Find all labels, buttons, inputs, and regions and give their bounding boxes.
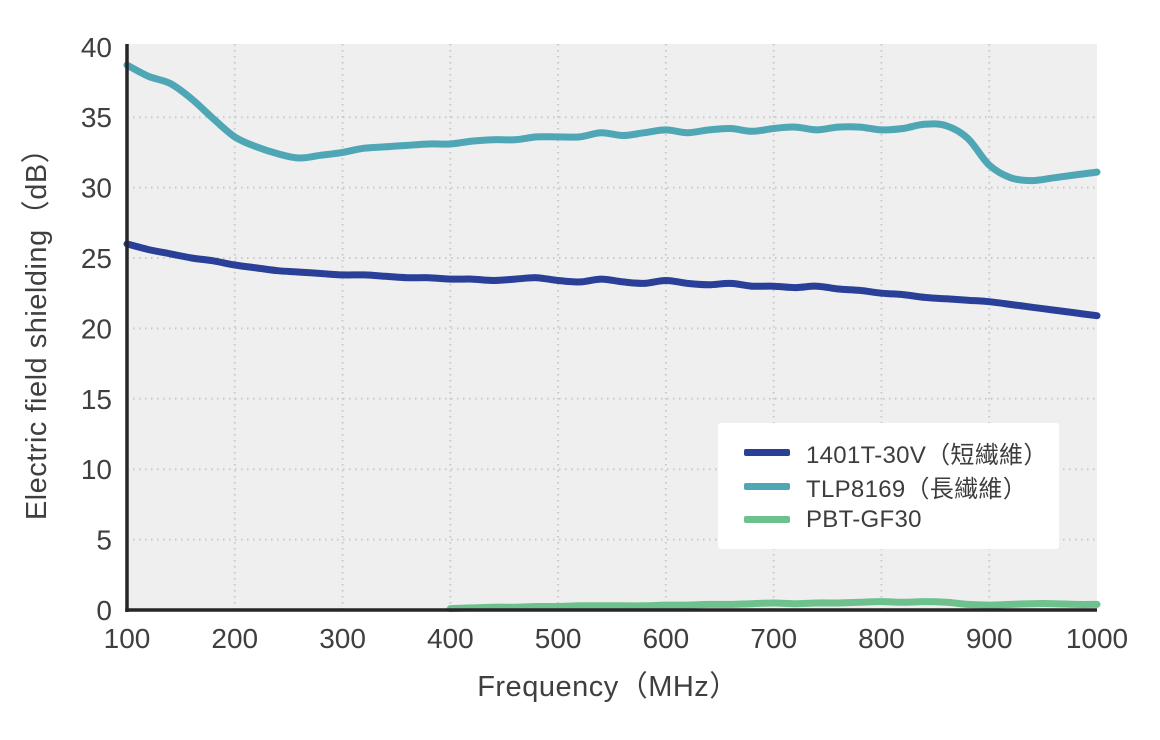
series-line-2 bbox=[446, 598, 1101, 613]
x-tick-label: 900 bbox=[966, 623, 1013, 654]
y-tick-label: 25 bbox=[81, 243, 112, 274]
y-tick-label: 20 bbox=[81, 313, 112, 344]
y-tick-label: 15 bbox=[81, 384, 112, 415]
y-axis-title: Electric field shielding（dB） bbox=[21, 133, 53, 521]
legend-swatch-pbt-gf30 bbox=[744, 516, 790, 523]
series-line-1 bbox=[123, 61, 1101, 185]
legend-label-pbt-gf30: PBT-GF30 bbox=[806, 505, 922, 533]
x-tick-label: 1000 bbox=[1066, 623, 1128, 654]
legend-label-1401t-30v: 1401T-30V（短繊維） bbox=[806, 442, 1048, 469]
x-tick-label: 200 bbox=[211, 623, 258, 654]
y-tick-label: 0 bbox=[96, 595, 112, 626]
x-tick-label: 800 bbox=[858, 623, 905, 654]
legend-item: PBT-GF30 bbox=[744, 503, 1059, 536]
x-axis-title: Frequency（MHz） bbox=[477, 671, 739, 703]
y-tick-label: 5 bbox=[96, 525, 112, 556]
legend-item: 1401T-30V（短繊維） bbox=[744, 436, 1059, 469]
x-tick-label: 400 bbox=[427, 623, 474, 654]
legend-label-tlp8169: TLP8169（長繊維） bbox=[806, 475, 1028, 503]
y-tick-label: 40 bbox=[81, 32, 112, 63]
x-tick-label: 700 bbox=[750, 623, 797, 654]
x-tick-label: 100 bbox=[104, 623, 151, 654]
legend-item: TLP8169（長繊維） bbox=[744, 470, 1059, 503]
series-line-0 bbox=[123, 240, 1101, 320]
y-tick-label: 30 bbox=[81, 173, 112, 204]
legend-swatch-1401t-30v bbox=[744, 449, 790, 456]
x-tick-label: 600 bbox=[643, 623, 690, 654]
x-tick-label: 300 bbox=[319, 623, 366, 654]
y-tick-label: 35 bbox=[81, 102, 112, 133]
x-tick-label: 500 bbox=[535, 623, 582, 654]
legend-swatch-tlp8169 bbox=[744, 482, 790, 490]
legend: 1401T-30V（短繊維） TLP8169（長繊維） PBT-GF30 bbox=[718, 423, 1059, 549]
y-tick-label: 10 bbox=[81, 454, 112, 485]
